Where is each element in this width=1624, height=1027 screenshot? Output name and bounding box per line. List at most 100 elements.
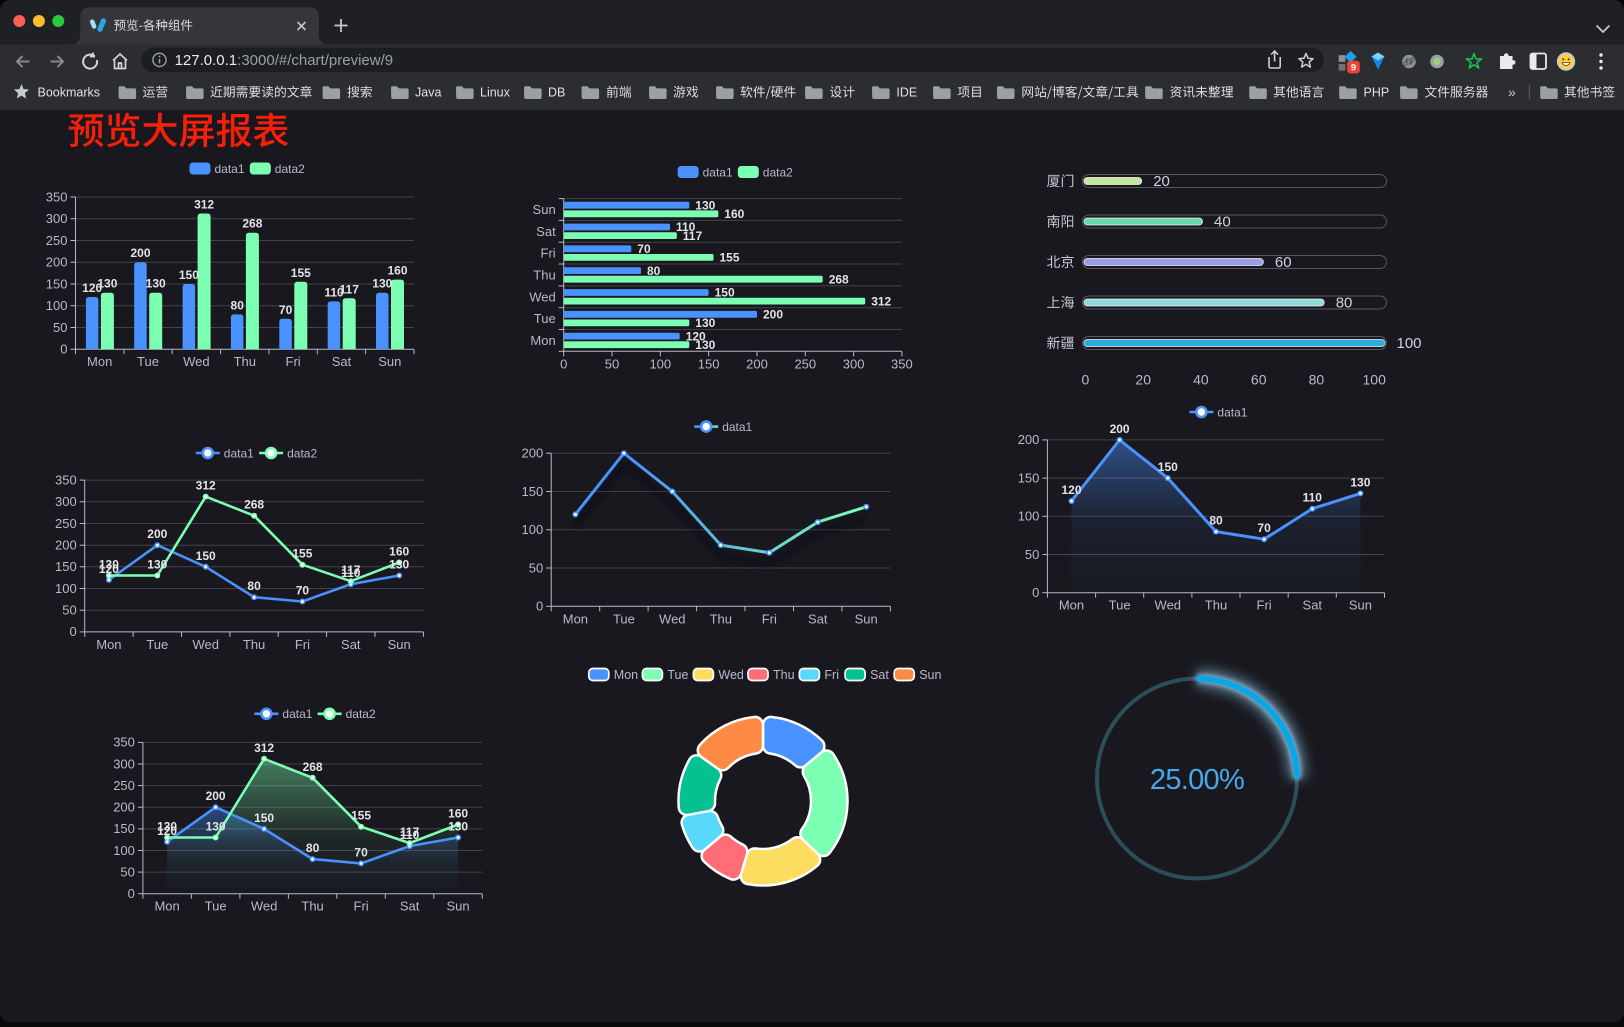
- svg-text:0: 0: [1032, 585, 1039, 600]
- svg-text:110: 110: [1303, 491, 1323, 505]
- svg-text:DB: DB: [548, 86, 565, 100]
- svg-text:200: 200: [1018, 432, 1040, 447]
- svg-text:50: 50: [62, 603, 76, 618]
- svg-text:Tue: Tue: [613, 611, 635, 626]
- svg-text:data1: data1: [282, 707, 312, 721]
- svg-text:100: 100: [46, 298, 68, 313]
- svg-text:Tue: Tue: [534, 311, 556, 326]
- svg-text:Bookmarks: Bookmarks: [38, 86, 101, 100]
- svg-text:350: 350: [113, 735, 135, 750]
- svg-text:127.0.0.1:3000/#/chart/preview: 127.0.0.1:3000/#/chart/preview/9: [175, 52, 394, 69]
- svg-text:117: 117: [400, 825, 420, 839]
- svg-text:350: 350: [891, 356, 913, 371]
- svg-text:Mon: Mon: [87, 354, 112, 369]
- svg-text:130: 130: [695, 316, 715, 330]
- svg-text:80: 80: [306, 841, 320, 855]
- svg-text:150: 150: [254, 811, 274, 825]
- svg-text:130: 130: [146, 277, 166, 291]
- svg-text:120: 120: [1061, 483, 1081, 497]
- svg-text:160: 160: [724, 207, 744, 221]
- svg-text:data1: data1: [1217, 405, 1247, 419]
- svg-text:110: 110: [324, 285, 344, 299]
- svg-text:80: 80: [247, 579, 261, 593]
- svg-text:150: 150: [55, 559, 77, 574]
- svg-text:200: 200: [147, 527, 167, 541]
- svg-text:PHP: PHP: [1364, 86, 1390, 100]
- svg-text:Sat: Sat: [400, 899, 420, 914]
- svg-text:150: 150: [46, 276, 68, 291]
- svg-text:Wed: Wed: [183, 354, 210, 369]
- svg-text:300: 300: [113, 756, 135, 771]
- svg-text:70: 70: [637, 242, 651, 256]
- svg-text:100: 100: [521, 522, 543, 537]
- svg-text:20: 20: [1135, 372, 1151, 388]
- svg-text:312: 312: [871, 294, 891, 308]
- svg-text:Thu: Thu: [773, 668, 795, 682]
- svg-text:Tue: Tue: [137, 354, 159, 369]
- svg-text:100: 100: [1397, 335, 1422, 352]
- svg-text:data1: data1: [224, 446, 254, 460]
- svg-text:50: 50: [605, 356, 619, 371]
- svg-text:data2: data2: [287, 446, 317, 460]
- svg-text:80: 80: [1309, 372, 1325, 388]
- svg-text:150: 150: [196, 549, 216, 563]
- svg-text:100: 100: [649, 356, 671, 371]
- svg-text:Tue: Tue: [667, 668, 688, 682]
- svg-text:»: »: [1508, 84, 1516, 100]
- svg-text:Sat: Sat: [808, 611, 828, 626]
- svg-text:250: 250: [794, 356, 816, 371]
- svg-text:160: 160: [448, 807, 468, 821]
- svg-text:200: 200: [1110, 422, 1130, 436]
- svg-text:data2: data2: [763, 165, 793, 179]
- svg-text:Java: Java: [415, 86, 441, 100]
- svg-text:60: 60: [1251, 372, 1267, 388]
- svg-text:300: 300: [843, 356, 865, 371]
- svg-text:Fri: Fri: [354, 899, 369, 914]
- svg-text:70: 70: [1257, 521, 1271, 535]
- svg-text:100: 100: [1363, 372, 1387, 388]
- svg-text:Sun: Sun: [1349, 598, 1372, 613]
- svg-text:268: 268: [242, 217, 262, 231]
- svg-text:150: 150: [521, 484, 543, 499]
- svg-text:250: 250: [113, 778, 135, 793]
- svg-text:Sat: Sat: [1303, 598, 1323, 613]
- svg-text:150: 150: [1158, 460, 1178, 474]
- svg-text:150: 150: [113, 821, 135, 836]
- svg-text:130: 130: [97, 277, 117, 291]
- svg-text:Fri: Fri: [286, 354, 301, 369]
- svg-text:Wed: Wed: [192, 637, 219, 652]
- svg-text:200: 200: [113, 800, 135, 815]
- svg-text:130: 130: [206, 820, 226, 834]
- svg-text:312: 312: [254, 741, 274, 755]
- svg-text:250: 250: [46, 233, 68, 248]
- svg-text:130: 130: [1350, 475, 1370, 489]
- svg-text:80: 80: [1209, 514, 1223, 528]
- svg-text:117: 117: [683, 229, 703, 243]
- svg-text:data1: data1: [722, 420, 752, 434]
- svg-text:Sun: Sun: [447, 899, 470, 914]
- svg-text:130: 130: [157, 820, 177, 834]
- svg-text:200: 200: [746, 356, 768, 371]
- svg-text:155: 155: [720, 251, 740, 265]
- svg-text:200: 200: [130, 246, 150, 260]
- svg-text:70: 70: [296, 584, 310, 598]
- svg-text:Sun: Sun: [378, 354, 401, 369]
- svg-text:0: 0: [1082, 372, 1090, 388]
- svg-text:Sun: Sun: [533, 202, 556, 217]
- svg-text:130: 130: [147, 558, 167, 572]
- svg-text:60: 60: [1275, 254, 1292, 271]
- svg-text:data1: data1: [703, 165, 733, 179]
- svg-text:155: 155: [351, 809, 371, 823]
- svg-text:Sun: Sun: [388, 637, 411, 652]
- svg-text:Mon: Mon: [614, 668, 638, 682]
- svg-text:Fri: Fri: [824, 668, 839, 682]
- svg-text:200: 200: [206, 789, 226, 803]
- svg-text:25.00%: 25.00%: [1150, 764, 1244, 796]
- svg-text:155: 155: [292, 547, 312, 561]
- svg-text:110: 110: [341, 566, 361, 580]
- svg-text:350: 350: [46, 189, 68, 204]
- svg-text:312: 312: [194, 198, 214, 212]
- svg-text:130: 130: [372, 277, 392, 291]
- svg-text:Mon: Mon: [563, 611, 588, 626]
- svg-text:9: 9: [1351, 63, 1356, 74]
